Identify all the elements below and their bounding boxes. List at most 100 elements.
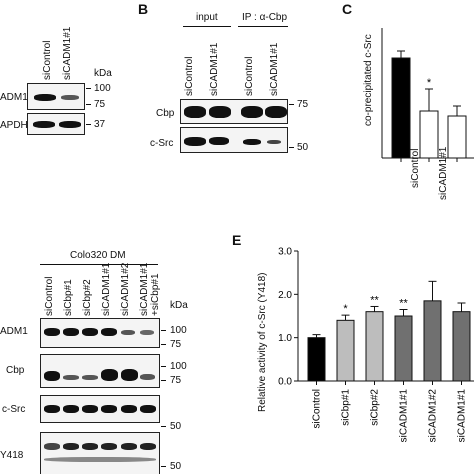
row-label: c-Src bbox=[150, 138, 174, 149]
y-tick-label: 2.0 bbox=[278, 290, 292, 301]
lane-label: siCADM1#1 bbox=[101, 262, 112, 316]
bar bbox=[419, 110, 439, 159]
marker-label: 75 bbox=[170, 375, 182, 386]
row-label: Cbp bbox=[156, 108, 175, 119]
panel-letter: C bbox=[342, 1, 353, 17]
marker-label: 75 bbox=[170, 339, 182, 350]
blot-d-adm1 bbox=[40, 318, 160, 348]
bar bbox=[447, 115, 467, 159]
lane-label: siCADM1#1 bbox=[209, 42, 220, 96]
group-label: IP : α-Cbp bbox=[242, 12, 288, 23]
band bbox=[34, 94, 56, 101]
marker-tick bbox=[289, 147, 294, 148]
band bbox=[44, 457, 156, 462]
band bbox=[44, 328, 60, 336]
band bbox=[44, 405, 60, 413]
row-label: APDH bbox=[0, 120, 28, 131]
group-label: input bbox=[196, 12, 218, 23]
lane-label: siCADM1#1 bbox=[62, 26, 73, 80]
band bbox=[101, 369, 118, 381]
marker-tick bbox=[289, 104, 294, 105]
band bbox=[140, 374, 155, 380]
band bbox=[209, 106, 231, 118]
marker-tick bbox=[161, 330, 166, 331]
kda-label: kDa bbox=[170, 300, 188, 311]
marker-tick bbox=[161, 344, 166, 345]
x-tick-label: siCADM1#1 bbox=[399, 389, 410, 443]
panel-letter: E bbox=[232, 232, 242, 248]
marker-tick bbox=[86, 104, 91, 105]
lane-label: siControl bbox=[184, 56, 195, 96]
marker-tick bbox=[161, 466, 166, 467]
x-tick-label: siControl bbox=[312, 389, 323, 428]
y-tick-label: 3.0 bbox=[278, 247, 292, 258]
cell-line-underline bbox=[40, 264, 158, 265]
marker-tick bbox=[161, 366, 166, 367]
marker-label: 50 bbox=[170, 421, 182, 432]
marker-tick bbox=[161, 426, 166, 427]
marker-tick bbox=[161, 380, 166, 381]
row-label: ADM1 bbox=[0, 92, 28, 103]
bar bbox=[391, 57, 411, 159]
row-label: Cbp bbox=[6, 365, 25, 376]
lane-label: siControl bbox=[244, 56, 255, 96]
band bbox=[33, 121, 55, 128]
panel-letter: B bbox=[138, 1, 149, 17]
lane-label: siCADM1#1 +siCbp#1 bbox=[139, 262, 161, 316]
blot-a-gapdh bbox=[27, 113, 85, 135]
blot-b-cbp bbox=[180, 99, 288, 124]
marker-label: 50 bbox=[170, 461, 182, 472]
cell-line-label: Colo320 DM bbox=[70, 250, 126, 261]
blot-d-y418 bbox=[40, 432, 160, 474]
band bbox=[184, 137, 206, 146]
kda-label: kDa bbox=[94, 68, 112, 79]
bar bbox=[336, 319, 355, 382]
band bbox=[140, 330, 154, 335]
y-tick-label: 1.0 bbox=[278, 333, 292, 344]
group-underline bbox=[183, 26, 231, 27]
band bbox=[209, 137, 229, 145]
row-label: Y418 bbox=[0, 450, 24, 461]
lane-label: siControl bbox=[42, 40, 53, 80]
band bbox=[267, 140, 281, 144]
marker-label: 75 bbox=[94, 99, 106, 110]
bar bbox=[307, 337, 326, 382]
band bbox=[101, 328, 117, 336]
lane-label: siCbp#2 bbox=[82, 279, 93, 316]
x-tick-label: siCADM1#1 bbox=[438, 146, 449, 200]
y-tick-label: 0.0 bbox=[278, 377, 292, 388]
band bbox=[101, 405, 117, 413]
x-tick-label: siCbp#1 bbox=[341, 389, 352, 426]
band bbox=[63, 405, 79, 413]
band bbox=[121, 369, 138, 381]
marker-label: 100 bbox=[94, 83, 111, 94]
band bbox=[63, 328, 79, 336]
band bbox=[241, 106, 263, 118]
lane-label: siCADM1#1 bbox=[269, 42, 280, 96]
marker-label: 37 bbox=[94, 119, 106, 130]
band bbox=[63, 443, 79, 450]
significance-mark: * bbox=[427, 77, 432, 89]
marker-label: 100 bbox=[170, 361, 187, 372]
band bbox=[121, 405, 137, 413]
blot-d-csrc bbox=[40, 395, 160, 423]
band bbox=[82, 443, 98, 450]
bar bbox=[394, 315, 413, 382]
band bbox=[61, 95, 79, 100]
y-axis-label: Relative activity of c-Src (Y418) bbox=[257, 272, 268, 413]
band bbox=[265, 106, 287, 118]
band bbox=[121, 443, 137, 450]
band bbox=[59, 121, 81, 128]
significance-mark: * bbox=[343, 303, 348, 315]
band bbox=[243, 139, 261, 145]
lane-label: siControl bbox=[44, 276, 55, 316]
x-tick-label: siCADM1#1 bbox=[457, 389, 468, 443]
bar bbox=[365, 311, 384, 382]
x-tick-label: siCbp#2 bbox=[370, 389, 381, 426]
bar bbox=[452, 311, 471, 382]
lane-label: siCbp#1 bbox=[63, 279, 74, 316]
significance-mark: ** bbox=[399, 298, 408, 310]
row-label: ADM1 bbox=[0, 326, 28, 337]
marker-label: 75 bbox=[297, 99, 309, 110]
marker-tick bbox=[86, 88, 91, 89]
